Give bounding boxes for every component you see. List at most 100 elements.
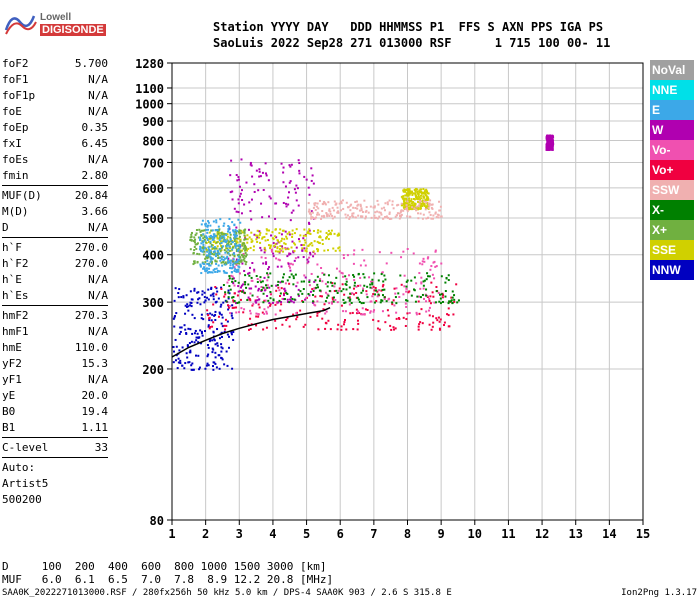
echo-point xyxy=(184,312,187,315)
echo-point xyxy=(213,240,216,243)
echo-point xyxy=(219,256,222,259)
echo-point xyxy=(243,238,246,241)
legend-item-sse: SSE xyxy=(650,240,694,260)
echo-point xyxy=(199,238,202,241)
echo-point xyxy=(197,336,200,339)
echo-point xyxy=(366,285,369,288)
echo-point xyxy=(225,271,228,274)
echo-point xyxy=(239,232,242,235)
echo-point xyxy=(450,296,453,299)
echo-point xyxy=(206,296,209,299)
echo-point xyxy=(289,266,292,269)
echo-point xyxy=(193,241,196,244)
echo-point xyxy=(261,237,264,240)
echo-point xyxy=(267,306,270,309)
echo-point xyxy=(241,249,244,252)
echo-point xyxy=(222,224,225,227)
echo-point xyxy=(300,244,303,247)
echo-point xyxy=(250,276,253,279)
echo-point xyxy=(406,194,409,197)
echo-point xyxy=(359,264,362,267)
echo-point xyxy=(420,194,423,197)
echo-point xyxy=(290,163,293,166)
echo-point xyxy=(416,295,419,298)
echo-point xyxy=(412,192,415,195)
echo-point xyxy=(200,272,203,275)
echo-point xyxy=(421,205,424,208)
echo-point xyxy=(268,302,271,305)
echo-point xyxy=(206,309,209,312)
echo-point xyxy=(308,228,311,231)
echo-point xyxy=(439,205,442,208)
echo-point xyxy=(444,290,447,293)
echo-point xyxy=(187,361,190,364)
echo-point xyxy=(303,280,306,283)
echo-point xyxy=(294,243,297,246)
legend-item-xplus: X+ xyxy=(650,220,694,240)
echo-point xyxy=(215,287,218,290)
echo-point xyxy=(311,216,314,219)
echo-point xyxy=(182,295,185,298)
echo-point xyxy=(222,284,225,287)
echo-point xyxy=(307,260,310,263)
echo-point xyxy=(321,238,324,241)
echo-point xyxy=(222,240,225,243)
echo-point xyxy=(321,272,324,275)
echo-point xyxy=(255,324,258,327)
echo-point xyxy=(303,239,306,242)
echo-point xyxy=(429,199,432,202)
echo-point xyxy=(212,220,215,223)
echo-point xyxy=(316,231,319,234)
echo-point xyxy=(228,277,231,280)
echo-point xyxy=(274,217,277,220)
echo-point xyxy=(417,205,420,208)
echo-point xyxy=(357,322,360,325)
echo-point xyxy=(207,346,210,349)
echo-point xyxy=(204,367,207,370)
echo-point xyxy=(235,234,238,237)
echo-point xyxy=(354,201,357,204)
echo-point xyxy=(227,296,230,299)
echo-point xyxy=(174,359,177,362)
echo-point xyxy=(237,230,240,233)
echo-point xyxy=(221,325,224,328)
echo-point xyxy=(225,250,228,253)
echo-point xyxy=(368,276,371,279)
echo-point xyxy=(212,365,215,368)
echo-point xyxy=(423,200,426,203)
echo-point xyxy=(232,282,235,285)
echo-point xyxy=(307,244,310,247)
echo-point xyxy=(331,296,334,299)
echo-point xyxy=(376,290,379,293)
echo-point xyxy=(272,298,275,301)
echo-point xyxy=(415,311,418,314)
echo-point xyxy=(211,271,214,274)
echo-point xyxy=(239,192,242,195)
echo-point xyxy=(294,257,297,260)
echo-point xyxy=(349,216,352,219)
echo-point xyxy=(244,249,247,252)
echo-point xyxy=(404,190,407,193)
echo-point xyxy=(407,204,410,207)
echo-point xyxy=(238,185,241,188)
echo-point xyxy=(267,299,270,302)
echo-point xyxy=(323,303,326,306)
echo-point xyxy=(424,189,427,192)
echo-point xyxy=(362,287,365,290)
echo-point xyxy=(207,353,210,356)
echo-point xyxy=(284,248,287,251)
param-value: N/A xyxy=(88,273,108,286)
echo-point xyxy=(309,243,312,246)
y-tick-label: 800 xyxy=(142,134,164,148)
echo-point xyxy=(261,311,264,314)
echo-point xyxy=(434,211,437,214)
echo-point xyxy=(259,231,262,234)
echo-point xyxy=(247,296,250,299)
param-row: hmF1 N/A xyxy=(2,324,108,340)
x-tick-label: 10 xyxy=(468,527,482,541)
echo-point xyxy=(253,268,256,271)
echo-point xyxy=(282,250,285,253)
echo-point xyxy=(303,244,306,247)
echo-point xyxy=(256,278,259,281)
echo-point xyxy=(224,328,227,331)
